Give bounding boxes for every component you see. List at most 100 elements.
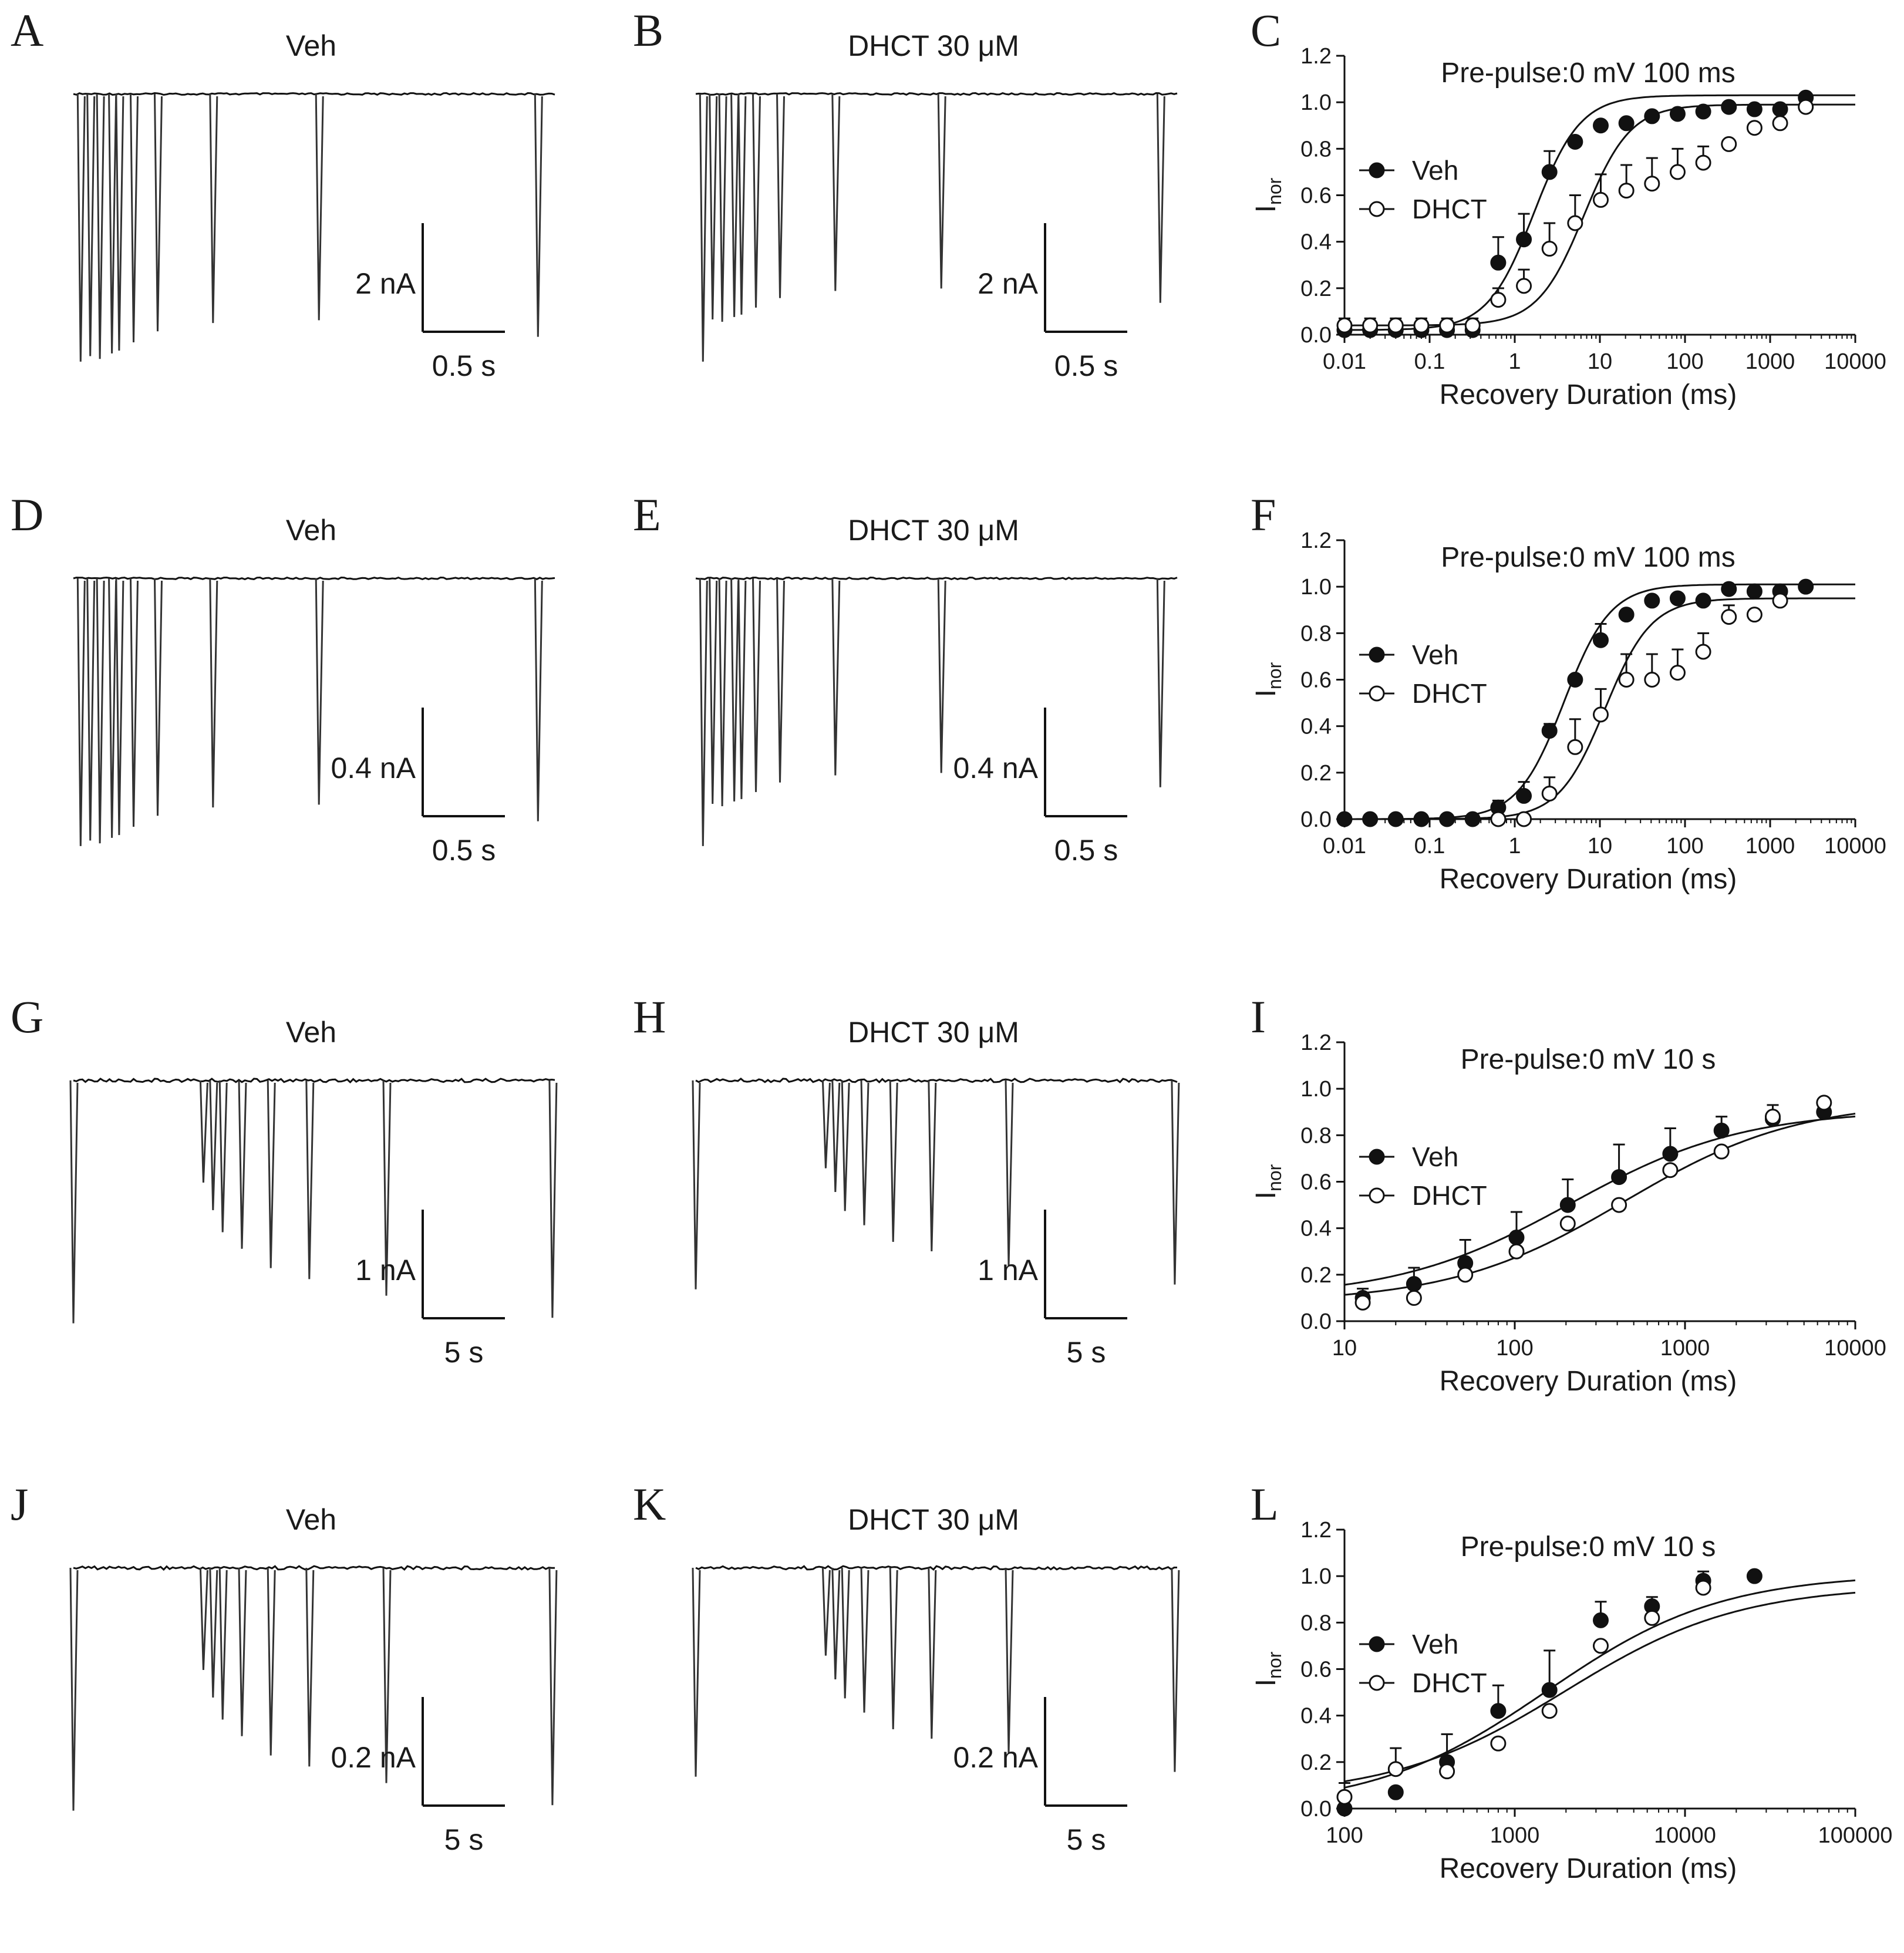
trace-spike bbox=[752, 93, 761, 308]
trace-spike bbox=[841, 1080, 850, 1211]
data-point-veh bbox=[1592, 1612, 1609, 1628]
data-point-dhct bbox=[1559, 1215, 1576, 1232]
trace-spike bbox=[209, 1080, 218, 1210]
data-point-dhct bbox=[1516, 811, 1532, 827]
data-point-veh bbox=[1695, 103, 1711, 120]
panel-letter: F bbox=[1251, 489, 1276, 540]
trace-spike bbox=[76, 93, 86, 362]
y-tick-label: 0.2 bbox=[1300, 761, 1332, 786]
legend-label: Veh bbox=[1412, 155, 1458, 186]
y-tick-label: 0.4 bbox=[1300, 1704, 1332, 1729]
trace-spike bbox=[315, 578, 324, 805]
trace-spike bbox=[199, 1567, 208, 1670]
trace-spike bbox=[238, 1567, 247, 1736]
panel-letter: E bbox=[633, 489, 661, 540]
trace-spike bbox=[209, 93, 218, 324]
data-point-dhct bbox=[1464, 317, 1481, 334]
data-point-veh bbox=[1746, 583, 1763, 600]
data-point-veh bbox=[1746, 101, 1763, 117]
y-tick-label: 1.0 bbox=[1300, 575, 1332, 600]
y-tick-label: 1.2 bbox=[1300, 44, 1332, 69]
y-tick-label: 1.0 bbox=[1300, 1077, 1332, 1102]
data-point-dhct bbox=[1592, 706, 1609, 723]
trace-baseline bbox=[73, 92, 555, 96]
fit-curve bbox=[1344, 1113, 1856, 1296]
trace-spike bbox=[1156, 93, 1165, 303]
y-tick-label: 0.0 bbox=[1300, 323, 1332, 348]
panel-b: B DHCT 30 μM 2 nA 0.5 s bbox=[633, 5, 1178, 382]
trace-baseline bbox=[695, 576, 1178, 581]
y-tick-label: 1.2 bbox=[1300, 1031, 1332, 1055]
scale-label-time: 0.5 s bbox=[1054, 834, 1118, 867]
trace-spike bbox=[831, 93, 841, 291]
data-point-veh bbox=[1541, 164, 1558, 180]
x-tick-label: 1000 bbox=[1660, 1336, 1710, 1361]
legend-marker-open bbox=[1369, 1675, 1385, 1691]
legend-label: DHCT bbox=[1412, 1180, 1487, 1211]
y-tick-label: 1.2 bbox=[1300, 1518, 1332, 1543]
trace-spike bbox=[382, 1567, 392, 1783]
fit-curve bbox=[1344, 1591, 1856, 1783]
data-point-dhct bbox=[1439, 317, 1455, 334]
x-tick-label: 1 bbox=[1508, 834, 1521, 858]
data-point-dhct bbox=[1592, 191, 1609, 208]
scale-label-current: 0.2 nA bbox=[953, 1741, 1038, 1774]
trace-spike bbox=[305, 1080, 315, 1279]
trace-spike bbox=[209, 578, 218, 808]
data-point-veh bbox=[1592, 632, 1609, 648]
y-tick-label: 0.4 bbox=[1300, 715, 1332, 739]
panel-a: A Veh 2 nA 0.5 s bbox=[11, 5, 555, 382]
data-point-veh bbox=[1559, 1197, 1576, 1213]
y-axis-title-main: I bbox=[1251, 1191, 1282, 1199]
data-point-dhct bbox=[1644, 1609, 1660, 1626]
trace-spike bbox=[267, 1567, 276, 1756]
data-point-veh bbox=[1772, 101, 1788, 117]
data-point-veh bbox=[1713, 1122, 1730, 1139]
y-axis-title-main: I bbox=[1251, 205, 1282, 213]
trace-spike bbox=[534, 93, 543, 337]
data-point-dhct bbox=[1567, 739, 1583, 755]
x-axis-title: Recovery Duration (ms) bbox=[1440, 1366, 1737, 1397]
fit-curve bbox=[1344, 1115, 1856, 1286]
trace-spike bbox=[737, 578, 747, 799]
trace-title: Veh bbox=[286, 1503, 336, 1536]
chart-l: L 0.0 0.2 0.4 0.6 0.8 1.0 1.2 100 1000 10000 100000… bbox=[1251, 1479, 1892, 1884]
data-point-dhct bbox=[1567, 215, 1583, 231]
data-point-dhct bbox=[1644, 672, 1660, 688]
y-axis-title-main: I bbox=[1251, 689, 1282, 697]
trace-spike bbox=[730, 93, 740, 317]
y-axis-title-group: Inor bbox=[1251, 177, 1285, 213]
data-point-dhct bbox=[1772, 592, 1788, 609]
trace-spike bbox=[860, 1567, 870, 1713]
y-tick-label: 0.6 bbox=[1300, 1170, 1332, 1195]
data-point-dhct bbox=[1618, 183, 1635, 199]
trace-spike bbox=[315, 93, 324, 321]
data-point-veh bbox=[1464, 811, 1481, 827]
legend-marker-filled bbox=[1369, 1149, 1385, 1165]
trace-spike bbox=[305, 1567, 315, 1767]
data-point-veh bbox=[1406, 1276, 1422, 1292]
legend-label: Veh bbox=[1412, 639, 1458, 670]
x-tick-label: 100 bbox=[1326, 1823, 1363, 1848]
data-point-veh bbox=[1662, 1146, 1679, 1162]
data-point-veh bbox=[1644, 108, 1660, 124]
chart-title: Pre-pulse:0 mV 10 s bbox=[1461, 1044, 1716, 1075]
y-axis-title-group: Inor bbox=[1251, 1164, 1285, 1199]
chart-title: Pre-pulse:0 mV 10 s bbox=[1461, 1531, 1716, 1563]
panel-letter: L bbox=[1251, 1479, 1279, 1530]
data-point-dhct bbox=[1592, 1638, 1609, 1654]
y-tick-label: 1.2 bbox=[1300, 528, 1332, 553]
panel-h: H DHCT 30 μM 1 nA 5 s bbox=[633, 991, 1180, 1369]
data-point-dhct bbox=[1695, 154, 1711, 171]
scale-label-time: 0.5 s bbox=[432, 349, 496, 382]
trace-title: Veh bbox=[286, 1016, 336, 1049]
trace-spike bbox=[86, 93, 96, 356]
x-tick-label: 10000 bbox=[1824, 1336, 1886, 1361]
trace-spike bbox=[209, 1567, 218, 1698]
trace-title: Veh bbox=[286, 29, 336, 62]
chart-title: Pre-pulse:0 mV 100 ms bbox=[1441, 58, 1735, 89]
y-tick-label: 0.8 bbox=[1300, 1611, 1332, 1635]
legend-label: DHCT bbox=[1412, 194, 1487, 224]
trace-spike bbox=[1005, 1080, 1014, 1266]
